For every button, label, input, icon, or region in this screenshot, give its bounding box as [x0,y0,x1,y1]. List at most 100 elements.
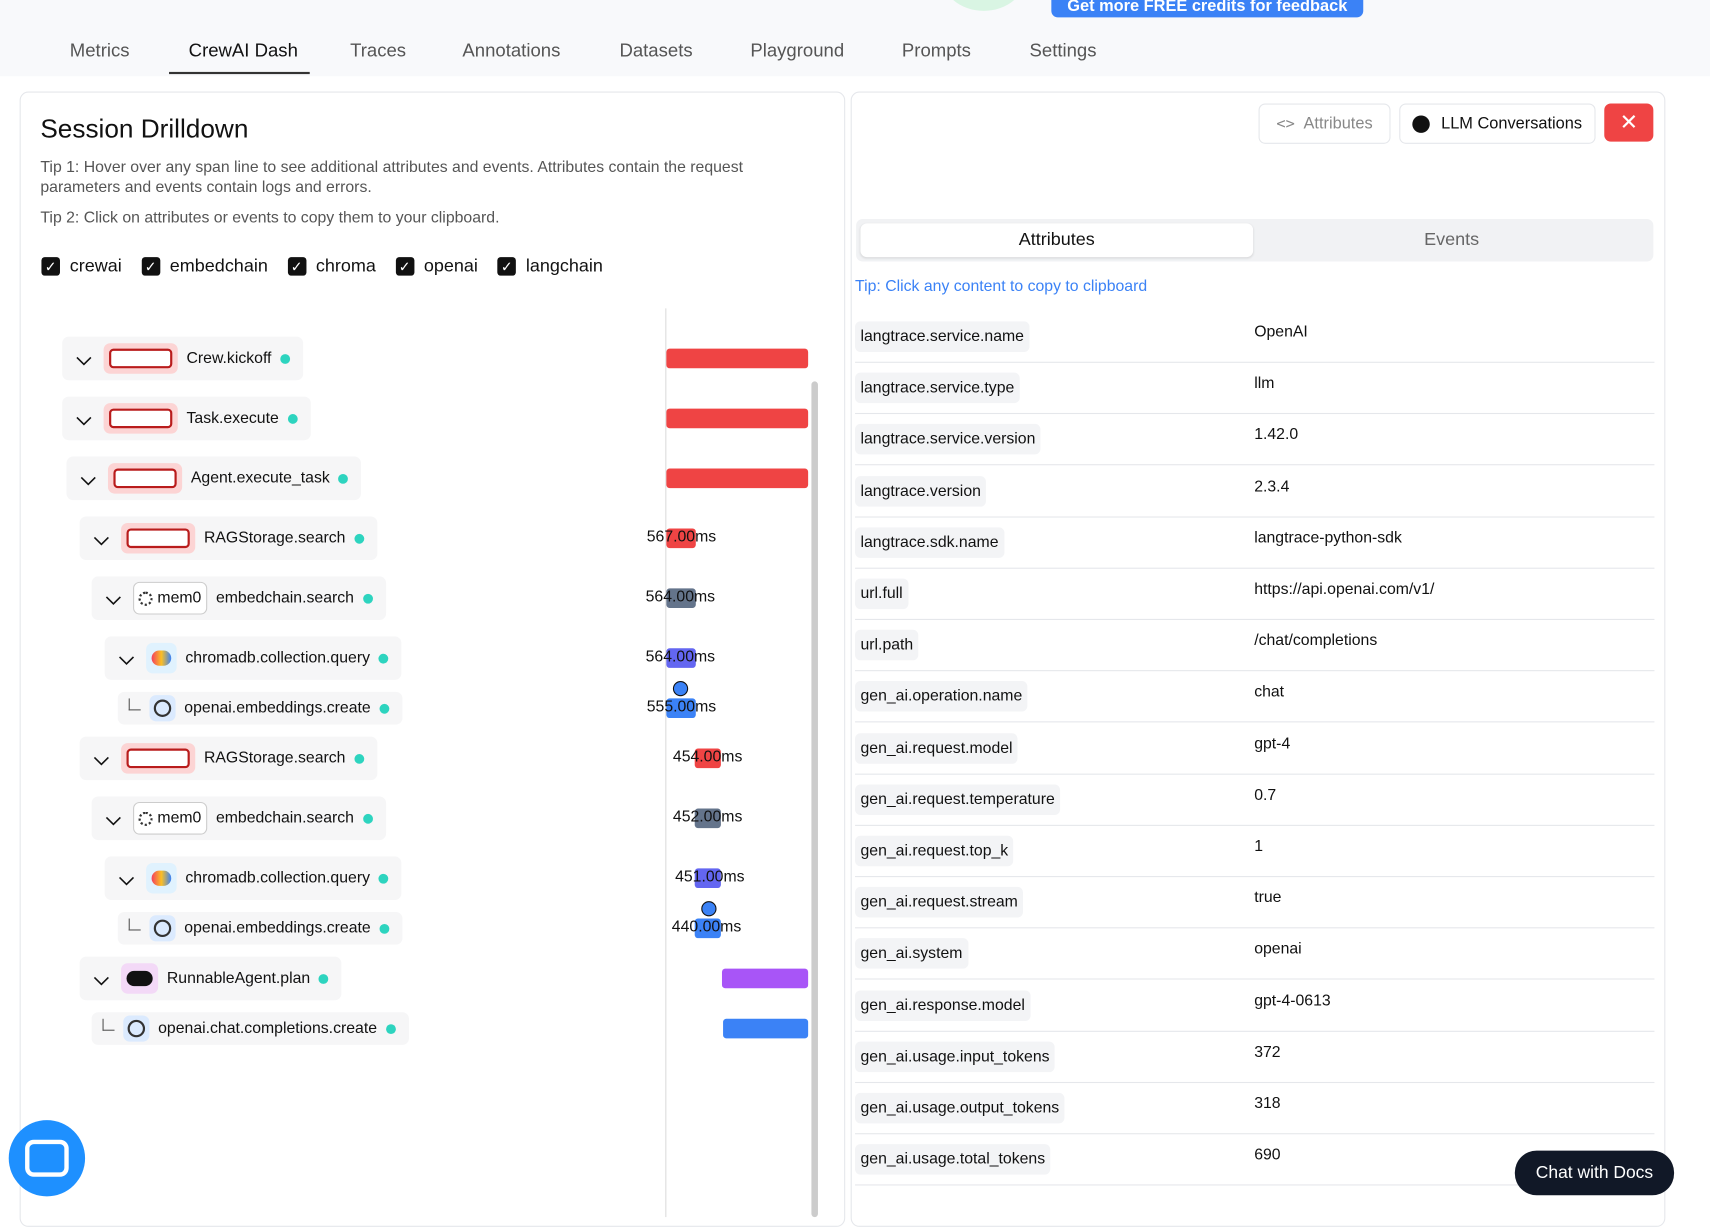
logo-mark [151,650,172,666]
span-name: RAGStorage.search [203,529,346,547]
duration: 564.00ms [645,588,716,606]
attribute-value[interactable]: 372 [1254,1043,1281,1062]
attribute-key[interactable]: gen_ai.operation.name [855,681,1028,712]
filter-label: chroma [315,256,376,276]
span-row[interactable]: ⌵ RunnableAgent.plan [79,956,342,1001]
nav-tab[interactable]: Traces [350,40,407,62]
attribute-key[interactable]: langtrace.sdk.name [855,527,1004,558]
langchain-logo [121,963,159,994]
attribute-key[interactable]: gen_ai.request.stream [855,887,1024,918]
attribute-key[interactable]: langtrace.version [855,475,987,507]
timeline-bar [694,918,721,939]
tab-attributes[interactable]: Attributes [860,223,1254,258]
chevron: ⌵ [80,466,96,489]
checkbox[interactable]: ✓ [41,257,60,276]
checkbox[interactable]: ✓ [287,257,307,276]
nav-tab[interactable]: CrewAI Dash [188,40,298,62]
attribute-key[interactable]: gen_ai.request.model [855,732,1019,764]
attribute-key[interactable]: url.full [855,578,909,610]
span-row[interactable]: ⌵ mem0 embedchain.search [91,796,386,841]
attribute-key[interactable]: gen_ai.request.temperature [855,784,1061,815]
tab-underline [169,71,310,75]
attribute-value[interactable]: openai [1254,940,1302,959]
row-divider [855,1081,1655,1083]
duration: 452.00ms [672,808,743,826]
chevron: ⌵ [105,586,121,609]
llm-button[interactable]: LLM Conversations [1399,103,1596,144]
attribute-key[interactable]: gen_ai.request.top_k [855,835,1014,867]
attributes-button[interactable]: <> Attributes [1258,103,1391,144]
filter-label: langchain [525,256,603,276]
span-row[interactable]: ⌵ RAGStorage.search [79,516,378,561]
span-row[interactable]: ⌵ Crew.kickoff [62,336,304,381]
span-row[interactable]: ⌵ RAGStorage.search [79,736,378,781]
close-button[interactable]: ✕ [1604,103,1654,142]
credits-button[interactable]: Get more FREE credits for feedback [1051,0,1364,18]
nav-tab[interactable]: Settings [1029,40,1097,62]
span-name: chromadb.collection.query [185,869,371,887]
span-row[interactable]: ⌵ Agent.execute_task [66,456,362,501]
row-divider [855,618,1655,620]
duration: 555.00ms [646,698,717,716]
attribute-key[interactable]: langtrace.service.version [855,424,1041,455]
span-row[interactable]: ⌵ chromadb.collection.query [104,636,402,680]
checkbox[interactable]: ✓ [141,257,160,276]
attribute-value[interactable]: chat [1254,683,1285,702]
nav-tab[interactable]: Playground [750,40,845,62]
checkbox[interactable]: ✓ [497,257,517,276]
chevron: ⌵ [76,347,92,369]
chat-widget[interactable] [8,1120,86,1197]
attribute-key[interactable]: gen_ai.usage.input_tokens [855,1041,1055,1072]
chroma-logo [146,862,177,894]
attribute-value[interactable]: 0.7 [1254,786,1277,804]
attribute-value[interactable]: 1 [1254,837,1263,856]
attribute-value[interactable]: 690 [1254,1146,1281,1164]
attribute-value[interactable]: 2.3.4 [1254,477,1290,496]
attribute-value[interactable]: langtrace-python-sdk [1254,529,1402,547]
attribute-key[interactable]: url.path [855,629,919,661]
nav-tab[interactable]: Datasets [619,40,693,62]
span-row[interactable]: ⌵ mem0 embedchain.search [91,576,386,620]
code-icon: <> [1276,114,1295,133]
row-divider [855,1030,1655,1032]
tab-events[interactable]: Events [1254,223,1649,257]
duration: 564.00ms [645,648,716,666]
attribute-value[interactable]: 318 [1254,1095,1281,1113]
attribute-key[interactable]: gen_ai.usage.output_tokens [855,1092,1065,1124]
attribute-key[interactable]: langtrace.service.name [855,321,1030,352]
span-row[interactable]: openai.chat.completions.create [91,1012,409,1045]
button-label: Attributes [1303,114,1373,133]
crewai-logo [107,463,183,494]
span-row[interactable]: ⌵ chromadb.collection.query [104,856,402,901]
attribute-value[interactable]: gpt-4 [1254,735,1291,753]
span-row[interactable]: openai.embeddings.create [117,691,403,725]
row-divider [855,670,1655,672]
attribute-value[interactable]: llm [1254,375,1275,393]
checkbox[interactable]: ✓ [395,257,415,276]
attribute-value[interactable]: 1.42.0 [1254,426,1299,444]
attribute-value[interactable]: https://api.openai.com/v1/ [1254,580,1435,599]
filter-label: crewai [69,256,122,276]
attribute-key[interactable]: gen_ai.system [855,938,968,970]
attribute-value[interactable]: /chat/completions [1254,632,1378,650]
chat-docs-button[interactable]: Chat with Docs [1514,1150,1675,1196]
chat-widget-icon [25,1139,69,1177]
status-dot [362,593,373,604]
attribute-key[interactable]: gen_ai.response.model [855,990,1031,1021]
row-divider [855,824,1655,826]
attribute-value[interactable]: OpenAI [1254,323,1308,342]
span-row[interactable]: ⌵ Task.execute [62,396,311,441]
attribute-value[interactable]: true [1254,889,1282,907]
nav-tab[interactable]: Metrics [69,40,130,62]
attribute-key[interactable]: gen_ai.usage.total_tokens [855,1144,1051,1175]
nav-tab[interactable]: Annotations [462,40,561,62]
attribute-value[interactable]: gpt-4-0613 [1254,992,1331,1010]
span-row[interactable]: openai.embeddings.create [117,911,403,945]
chat-docs-label: Chat with Docs [1535,1163,1654,1182]
row-divider [855,464,1655,466]
nav-tab[interactable]: Prompts [901,40,971,62]
row-divider [855,927,1655,929]
openai-logo [149,695,176,722]
attribute-key[interactable]: langtrace.service.type [855,372,1020,404]
status-dot [287,413,298,424]
